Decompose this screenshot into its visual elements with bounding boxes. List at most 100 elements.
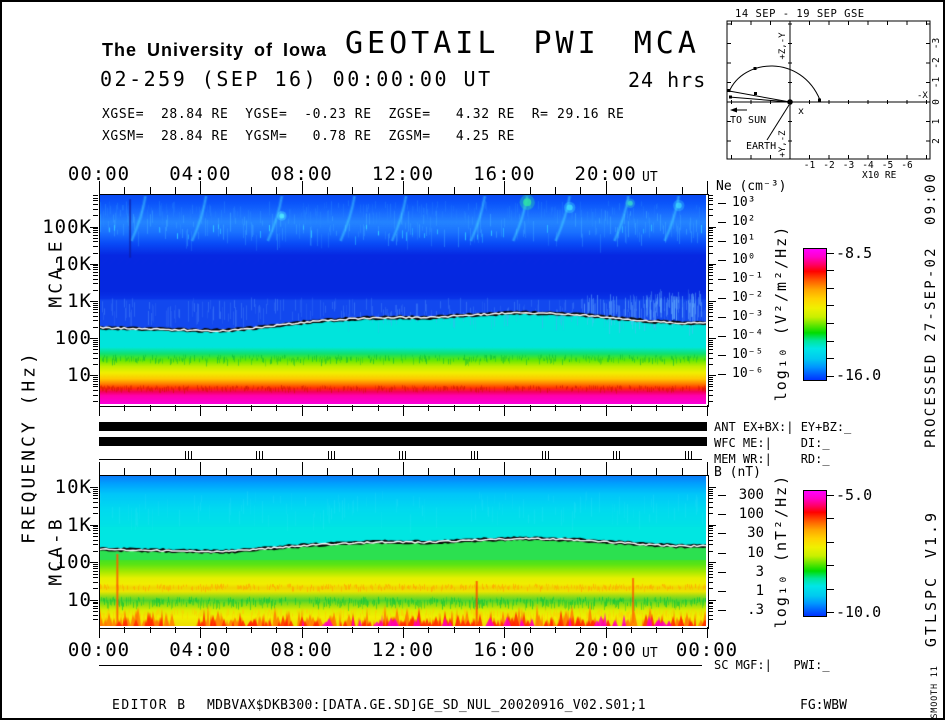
axis-tick	[93, 312, 98, 314]
axis-tick	[708, 215, 713, 217]
axis-tick	[708, 492, 713, 494]
orbit-x-tick-label: -6	[901, 160, 913, 171]
axis-tick	[90, 524, 98, 526]
ne-tick-label: 10³	[732, 194, 756, 210]
axis-tick	[718, 317, 726, 319]
ne-tick-label: 10⁻⁶	[732, 366, 764, 382]
axis-tick	[200, 181, 202, 194]
axis-tick	[616, 451, 617, 460]
orbit-axis-right-label: -X	[917, 91, 928, 101]
axis-tick	[93, 278, 98, 280]
axis-tick	[545, 451, 546, 460]
axis-tick	[90, 487, 98, 488]
mca-e-colorbar	[803, 248, 827, 381]
status-row-wfc: WFC ME:| DI:_	[714, 436, 830, 450]
axis-tick	[827, 494, 834, 496]
axis-tick	[453, 468, 455, 475]
orbit-arc	[728, 65, 821, 101]
orbit-grid-ticks	[727, 21, 930, 159]
mca-e-spectrogram-canvas	[100, 195, 706, 404]
axis-tick	[477, 451, 478, 460]
axis-tick	[93, 570, 98, 572]
axis-tick	[827, 375, 834, 377]
axis-tick	[191, 451, 192, 460]
axis-tick	[225, 627, 227, 633]
axis-tick	[93, 352, 98, 354]
axis-tick	[708, 278, 713, 280]
axis-tick	[99, 627, 100, 638]
axis-tick	[93, 230, 98, 232]
axis-tick	[93, 530, 98, 532]
time-label-bottom: 08:00	[270, 639, 333, 661]
axis-tick	[708, 570, 713, 572]
axis-tick	[708, 599, 716, 601]
axis-tick	[708, 338, 716, 340]
axis-tick	[93, 197, 98, 199]
axis-tick	[471, 451, 472, 460]
axis-tick	[708, 265, 713, 267]
axis-tick	[175, 627, 176, 633]
axis-tick	[708, 289, 713, 291]
freq-label-e: 100	[54, 327, 92, 350]
axis-tick	[93, 401, 98, 403]
axis-tick	[93, 304, 98, 306]
axis-tick	[605, 462, 607, 475]
axis-tick	[200, 405, 202, 416]
axis-tick	[93, 200, 98, 202]
mca-b-colorbar-label: log₁₀ (nT²/Hz)	[772, 473, 790, 629]
earth-label: EARTH	[746, 141, 776, 152]
freq-label-b: 10	[67, 588, 92, 611]
axis-tick	[656, 187, 658, 194]
axis-tick	[708, 274, 713, 276]
axis-tick	[707, 627, 708, 638]
axis-tick	[93, 349, 98, 351]
axis-tick	[685, 451, 686, 460]
axis-tick	[708, 394, 713, 396]
axis-tick	[718, 298, 726, 299]
axis-tick	[352, 187, 354, 194]
axis-tick	[301, 405, 303, 416]
axis-tick	[276, 627, 278, 633]
axis-tick	[827, 588, 834, 590]
axis-tick	[708, 528, 713, 530]
axis-tick	[251, 627, 252, 633]
mca-e-colorbar-max: -8.5	[836, 244, 873, 262]
axis-tick	[90, 300, 98, 302]
axis-tick	[93, 306, 98, 308]
time-axis-ut-bottom: UT	[642, 646, 658, 661]
axis-tick	[718, 259, 726, 261]
axis-tick	[827, 612, 834, 613]
axis-tick	[827, 340, 834, 342]
orbit-marker-3	[754, 92, 757, 95]
axis-tick	[708, 306, 713, 308]
axis-tick	[827, 305, 834, 307]
axis-tick	[428, 468, 430, 475]
axis-tick	[93, 252, 98, 254]
axis-tick	[708, 364, 713, 366]
axis-tick	[708, 490, 713, 492]
axis-tick	[681, 627, 683, 633]
mca-e-colorbar-label: log₁₀ (V²/m²/Hz)	[772, 224, 790, 402]
axis-tick	[605, 405, 607, 416]
axis-tick	[707, 181, 708, 194]
axis-tick	[708, 232, 713, 234]
axis-tick	[631, 187, 632, 194]
axis-tick	[708, 524, 716, 526]
orbit-axis-bottom-label: +Y,-Z	[778, 130, 788, 158]
axis-tick	[708, 197, 713, 199]
axis-tick	[90, 226, 98, 228]
axis-tick	[631, 627, 632, 633]
axis-tick	[99, 181, 100, 194]
to-sun-label: TO SUN	[730, 115, 766, 126]
axis-tick	[708, 326, 713, 328]
axis-tick	[708, 230, 713, 232]
axis-tick	[93, 544, 98, 546]
axis-tick	[708, 267, 713, 269]
orbit-x-tick-label: -1	[804, 160, 816, 171]
orbit-trajectory-1	[728, 90, 791, 103]
axis-tick	[93, 302, 98, 304]
axis-tick	[93, 320, 98, 322]
axis-tick	[93, 315, 98, 317]
axis-tick	[93, 506, 98, 508]
axis-tick	[327, 405, 328, 411]
